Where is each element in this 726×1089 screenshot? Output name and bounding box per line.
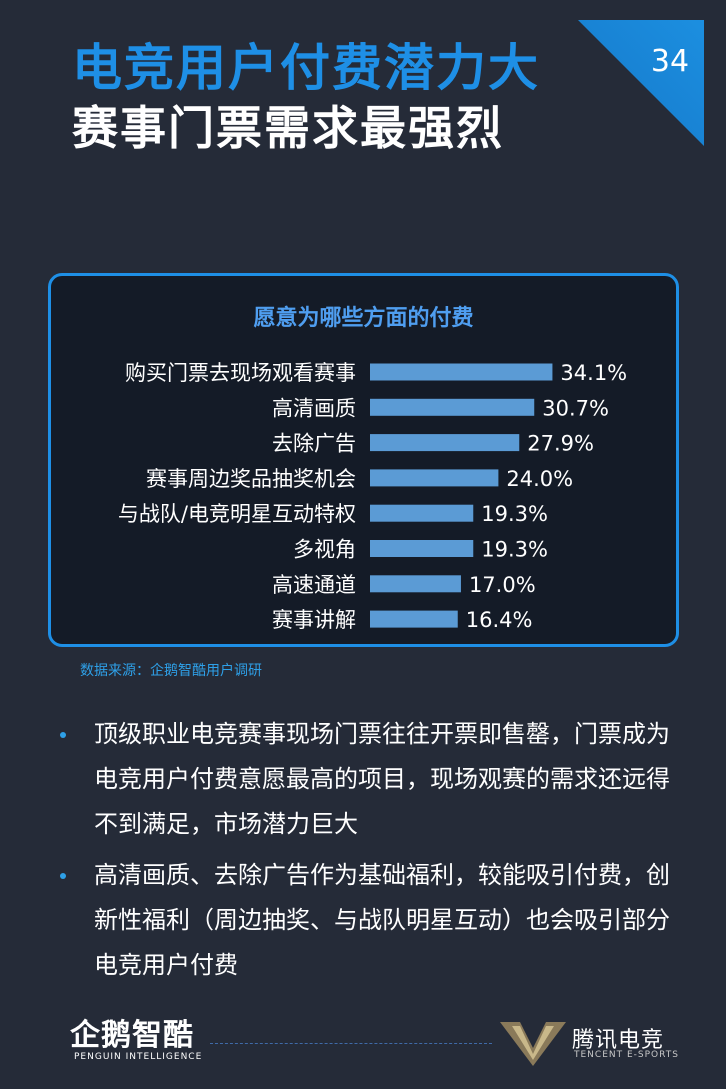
bar xyxy=(370,363,553,381)
value-label: 19.3% xyxy=(481,538,548,562)
title-line-1: 电竞用户付费潜力大 xyxy=(72,39,540,97)
category-label: 去除广告 xyxy=(272,432,356,456)
bullet-text: 顶级职业电竞赛事现场门票往往开票即售罄，门票成为电竞用户付费意愿最高的项目，现场… xyxy=(94,720,670,838)
chart-panel xyxy=(48,273,679,647)
bar xyxy=(370,504,474,522)
category-label: 与战队/电竞明星互动特权 xyxy=(118,502,356,526)
category-label: 高清画质 xyxy=(272,396,356,420)
bullet-item: 高清画质、去除广告作为基础福利，较能吸引付费，创新性福利（周边抽奖、与战队明星互… xyxy=(60,853,680,988)
penguin-intelligence-logo-sub: PENGUIN INTELLIGENCE xyxy=(74,1052,203,1062)
category-label: 多视角 xyxy=(293,538,356,562)
value-label: 16.4% xyxy=(466,608,533,632)
value-label: 27.9% xyxy=(527,432,594,456)
value-label: 19.3% xyxy=(481,502,548,526)
bar xyxy=(370,540,474,557)
penguin-intelligence-logo: 企鹅智酷 xyxy=(70,1018,194,1053)
category-label: 赛事讲解 xyxy=(272,608,356,632)
tencent-esports-logo: 腾讯电竞 xyxy=(572,1028,665,1053)
value-label: 24.0% xyxy=(506,467,573,491)
corner-page-tab xyxy=(578,20,704,146)
category-label: 购买门票去现场观看赛事 xyxy=(125,361,356,385)
value-label: 30.7% xyxy=(542,396,609,420)
bar-chart: 购买门票去现场观看赛事 34.1% 高清画质 30.7% 去除广告 27.9% 赛事周边奖品… xyxy=(118,361,627,632)
bar xyxy=(370,469,499,487)
bullet-list: 顶级职业电竞赛事现场门票往往开票即售罄，门票成为电竞用户付费意愿最高的项目，现场… xyxy=(60,712,680,994)
bullet-text: 高清画质、去除广告作为基础福利，较能吸引付费，创新性福利（周边抽奖、与战队明星互… xyxy=(94,861,670,979)
title-line-2: 赛事门票需求最强烈 xyxy=(72,101,504,155)
page-number: 34 xyxy=(650,44,690,79)
category-label: 高速通道 xyxy=(272,573,356,597)
bar xyxy=(370,610,458,628)
bullet-dot-icon xyxy=(60,873,66,879)
category-label: 赛事周边奖品抽奖机会 xyxy=(146,467,356,491)
bullet-dot-icon xyxy=(60,732,66,738)
bullet-item: 顶级职业电竞赛事现场门票往往开票即售罄，门票成为电竞用户付费意愿最高的项目，现场… xyxy=(60,712,680,847)
bar xyxy=(370,575,461,593)
tencent-esports-icon xyxy=(500,1022,566,1066)
value-label: 17.0% xyxy=(469,573,536,597)
chart-title: 愿意为哪些方面的付费 xyxy=(253,306,474,331)
bar xyxy=(370,434,520,452)
data-source: 数据来源：企鹅智酷用户调研 xyxy=(80,663,262,679)
footer-divider xyxy=(210,1043,492,1044)
bar xyxy=(370,398,535,416)
tencent-esports-logo-sub: TENCENT E-SPORTS xyxy=(574,1050,679,1060)
value-label: 34.1% xyxy=(560,361,627,385)
